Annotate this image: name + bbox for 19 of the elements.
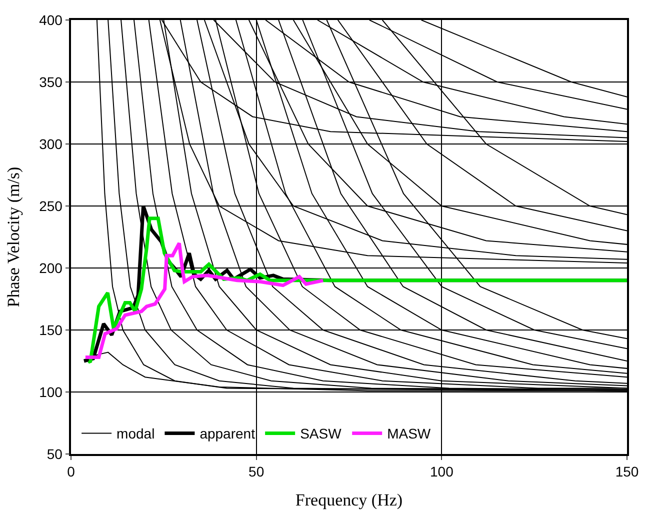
y-axis-title: Phase Velocity (m/s) [4,166,24,308]
x-tick-label: 50 [248,464,264,480]
y-tick-label: 400 [39,12,63,28]
x-tick-label: 0 [67,464,76,480]
x-tick-label: 150 [615,464,639,480]
x-axis-title: Frequency (Hz) [295,490,403,510]
legend-label: MASW [387,426,432,442]
y-tick-label: 150 [39,322,63,338]
legend-label: modal [116,426,155,442]
y-tick-label: 350 [39,74,63,90]
y-tick-label: 200 [39,260,63,276]
legend-label: SASW [300,426,342,442]
y-tick-label: 300 [39,136,63,152]
y-tick-label: 250 [39,198,63,214]
y-tick-label: 50 [46,446,63,462]
legend-label: apparent [200,426,256,442]
x-tick-label: 100 [430,464,454,480]
line-series [84,241,325,360]
y-tick-label: 100 [39,384,63,400]
